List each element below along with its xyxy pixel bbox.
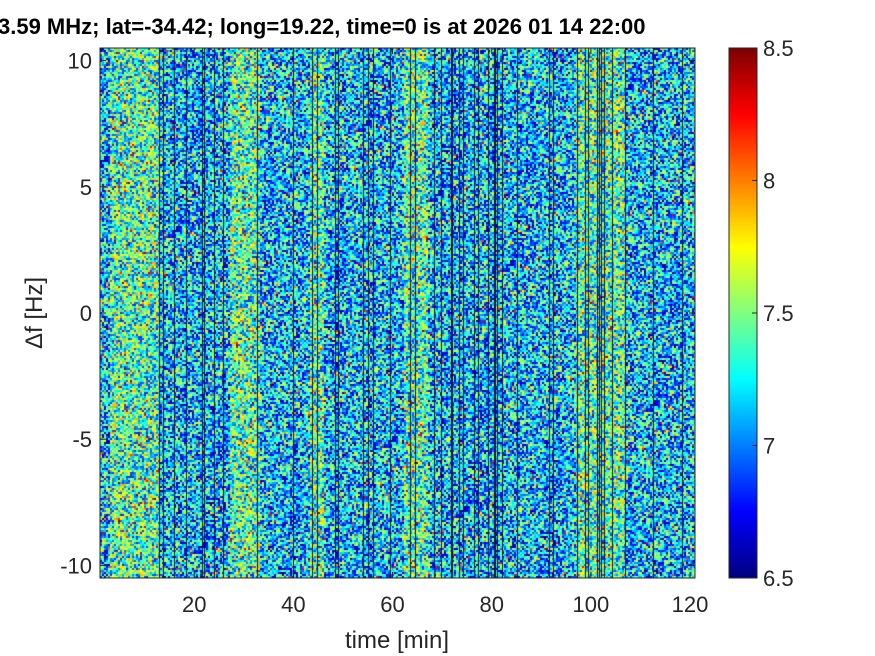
plot-frame (99, 47, 696, 579)
colorbar-tick-label: 7.5 (763, 301, 794, 326)
colorbar-tick-label: 8 (763, 169, 775, 194)
x-tick-label: 60 (380, 592, 404, 617)
colorbar-tick-label: 8.5 (763, 36, 794, 61)
chart-title: 3.59 MHz; lat=-34.42; long=19.22, time=0… (0, 14, 646, 39)
y-tick-label: 5 (80, 175, 92, 200)
y-tick-label: -5 (72, 427, 92, 452)
x-axis-label: time [min] (345, 627, 449, 654)
y-axis-label: Δf [Hz] (21, 277, 48, 349)
y-tick-label: 0 (80, 301, 92, 326)
x-tick-label: 120 (672, 592, 709, 617)
colorbar-tick-label: 6.5 (763, 566, 794, 591)
spectrogram-heatmap (100, 48, 695, 578)
x-tick-label: 20 (182, 592, 206, 617)
x-tick-label: 80 (479, 592, 503, 617)
y-tick-label: 10 (68, 49, 92, 74)
y-tick-label: -10 (60, 553, 92, 578)
colorbar-tick-label: 7 (763, 434, 775, 459)
x-tick-label: 40 (281, 592, 305, 617)
x-tick-label: 100 (573, 592, 610, 617)
